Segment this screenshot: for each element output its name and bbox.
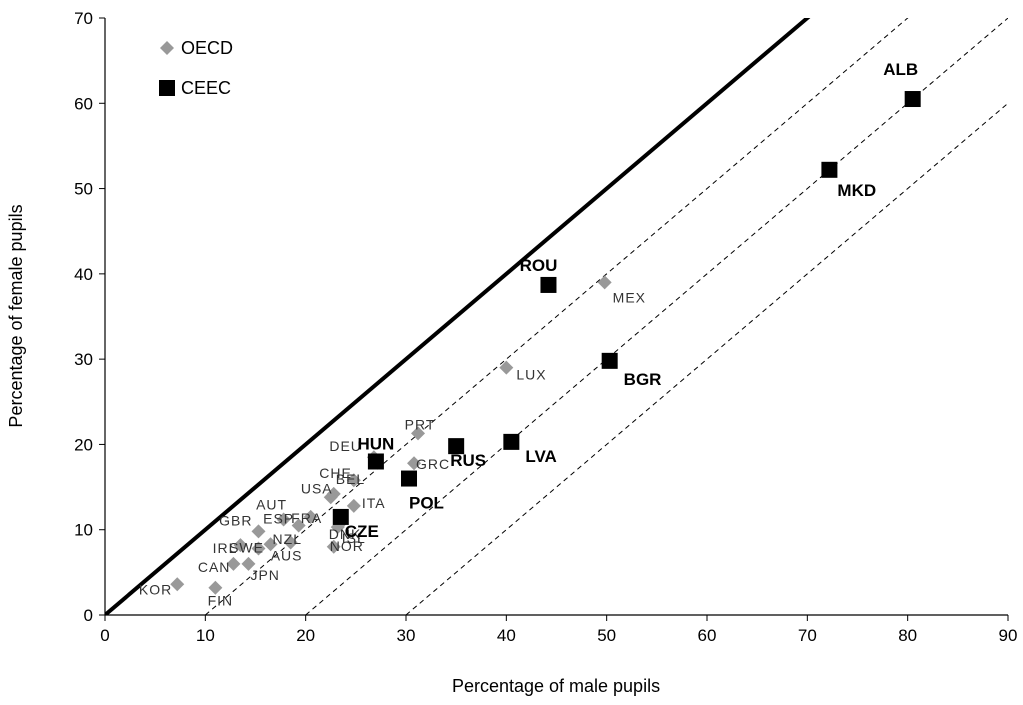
- offset-line-20: [305, 18, 1008, 615]
- point-label-che: CHE: [319, 465, 352, 481]
- point-can: [226, 556, 241, 571]
- x-tick-label: 70: [798, 626, 817, 645]
- x-tick-label: 10: [196, 626, 215, 645]
- point-mkd: [821, 161, 838, 178]
- point-irl: [233, 538, 248, 553]
- point-isl: [326, 539, 341, 554]
- point-label-dnk: DNK: [329, 526, 362, 542]
- x-tick-label: 80: [898, 626, 917, 645]
- point-kor: [170, 577, 185, 592]
- reference-lines: [105, 18, 1008, 615]
- point-pol: [401, 470, 418, 487]
- point-label-fra: FRA: [291, 510, 322, 526]
- point-mex: [597, 275, 612, 290]
- diagonal-line: [105, 18, 811, 615]
- point-label-ita: ITA: [362, 495, 386, 511]
- point-label-isl: ISL: [342, 530, 366, 546]
- axes: [104, 18, 1008, 616]
- offset-line-30: [405, 102, 1008, 615]
- point-label-bel: BEL: [336, 471, 365, 487]
- point-label-prt: PRT: [405, 416, 436, 432]
- x-tick-label: 20: [296, 626, 315, 645]
- y-tick-label: 40: [74, 265, 93, 284]
- point-hun: [367, 453, 384, 470]
- legend: OECD CEEC: [159, 38, 233, 98]
- point-label-grc: GRC: [416, 456, 450, 472]
- x-axis-label: Percentage of male pupils: [452, 676, 660, 696]
- x-tick-label: 60: [698, 626, 717, 645]
- point-label-deu: DEU: [329, 438, 362, 454]
- point-label-aus: AUS: [271, 548, 303, 564]
- y-tick-label: 10: [74, 521, 93, 540]
- y-tick-label: 0: [84, 606, 93, 625]
- point-label-alb: ALB: [883, 60, 918, 79]
- point-lva: [503, 433, 520, 450]
- point-bgr: [601, 352, 618, 369]
- point-label-nzl: NZL: [273, 531, 302, 547]
- point-fra: [303, 509, 318, 524]
- point-cze: [332, 508, 349, 525]
- point-label-bgr: BGR: [624, 370, 662, 389]
- point-label-rou: ROU: [520, 256, 558, 275]
- point-bel: [326, 486, 341, 501]
- offset-line-10: [205, 18, 909, 615]
- ticks: 0 10 20 30 40 50 60 70 80 90 0 10 20 30 40 50 60 70: [74, 9, 1017, 645]
- point-label-aut: AUT: [256, 496, 287, 512]
- legend-label-ceec: CEEC: [181, 78, 231, 98]
- point-label-fin: FIN: [208, 593, 234, 609]
- point-grc: [407, 456, 422, 471]
- point-label-mex: MEX: [613, 289, 646, 305]
- x-tick-label: 0: [100, 626, 109, 645]
- point-label-swe: SWE: [229, 539, 264, 555]
- x-tick-label: 40: [497, 626, 516, 645]
- point-label-usa: USA: [301, 480, 333, 496]
- point-label-hun: HUN: [357, 434, 394, 453]
- point-label-irl: IRL: [213, 540, 238, 556]
- point-rus: [448, 438, 465, 455]
- point-label-esp: ESP: [263, 510, 294, 526]
- point-label-gbr: GBR: [219, 512, 252, 528]
- point-jpn: [241, 556, 256, 571]
- legend-marker-ceec: [159, 80, 175, 96]
- point-esp: [291, 518, 306, 533]
- point-aut: [276, 512, 291, 527]
- point-rou: [540, 276, 557, 293]
- point-label-lux: LUX: [516, 367, 546, 383]
- point-aus: [283, 535, 298, 550]
- point-lux: [499, 360, 514, 375]
- point-alb: [904, 91, 921, 108]
- x-tick-label: 90: [999, 626, 1018, 645]
- point-fin: [208, 580, 223, 595]
- y-tick-label: 50: [74, 180, 93, 199]
- point-label-pol: POL: [409, 494, 444, 513]
- point-label-cze: CZE: [345, 522, 379, 541]
- point-label-rus: RUS: [450, 451, 486, 470]
- point-prt: [411, 426, 426, 441]
- x-tick-label: 30: [397, 626, 416, 645]
- y-tick-label: 30: [74, 350, 93, 369]
- data-points: [170, 91, 921, 595]
- y-tick-label: 70: [74, 9, 93, 28]
- point-gbr: [251, 524, 266, 539]
- y-tick-label: 20: [74, 435, 93, 454]
- point-label-can: CAN: [198, 559, 231, 575]
- point-label-lva: LVA: [525, 447, 556, 466]
- point-ita: [346, 498, 361, 513]
- point-swe: [251, 541, 266, 556]
- point-label-mkd: MKD: [837, 181, 876, 200]
- point-label-nor: NOR: [330, 538, 364, 554]
- y-axis-label: Percentage of female pupils: [6, 204, 26, 427]
- point-che: [346, 473, 361, 488]
- y-tick-label: 60: [74, 94, 93, 113]
- point-label-jpn: JPN: [250, 567, 279, 583]
- x-tick-label: 50: [597, 626, 616, 645]
- point-label-kor: KOR: [139, 581, 172, 597]
- legend-label-oecd: OECD: [181, 38, 233, 58]
- legend-marker-oecd: [160, 41, 174, 55]
- point-nzl: [263, 537, 278, 552]
